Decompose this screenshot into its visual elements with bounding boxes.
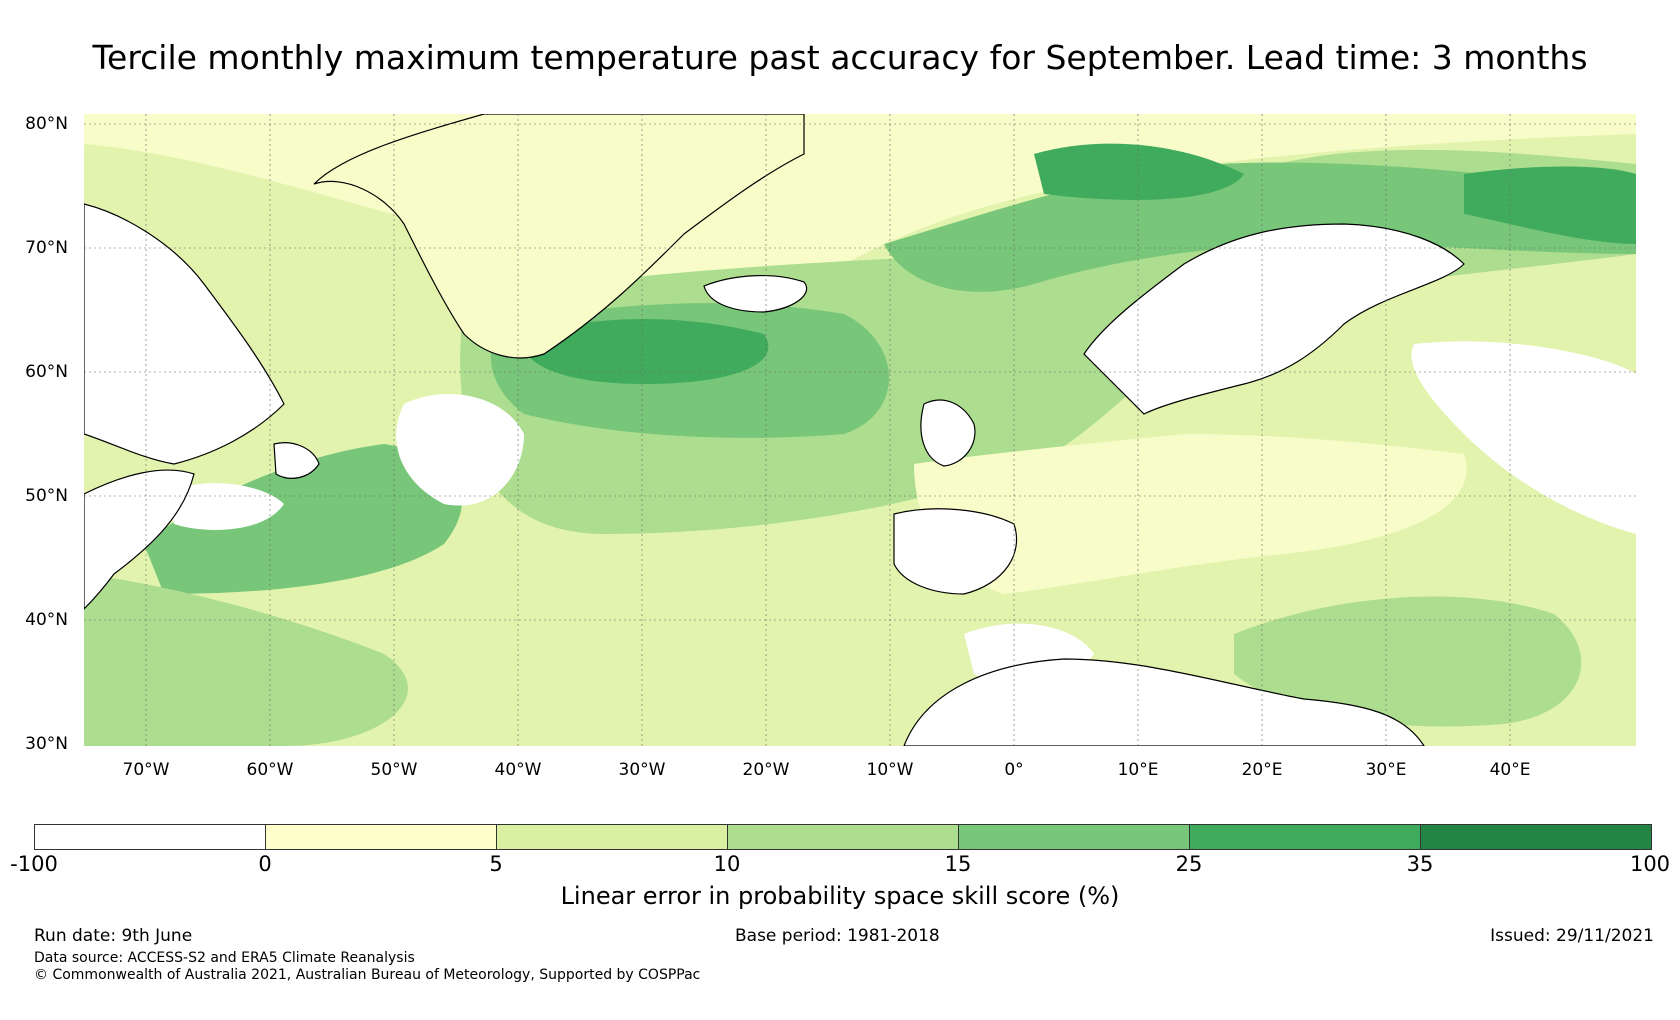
region-skill-negative-lowlat (164, 483, 284, 530)
newfoundland (273, 442, 320, 479)
colorbar-segment (727, 824, 959, 850)
lon-label-70w: 70°W (122, 760, 170, 780)
colorbar-segment (1189, 824, 1421, 850)
colorbar-tick: -100 (10, 852, 58, 876)
lon-label-0: 0° (1004, 760, 1024, 780)
colorbar (34, 824, 1652, 850)
lon-label-30w: 30°W (618, 760, 666, 780)
lon-label-10w: 10°W (866, 760, 914, 780)
colorbar-segment (496, 824, 728, 850)
region-skill-25-35-kara (1464, 166, 1636, 244)
colorbar-label: Linear error in probability space skill … (560, 882, 1120, 910)
region-skill-5-10-southwest (84, 574, 408, 746)
iceland (703, 275, 808, 313)
greenland (313, 114, 805, 359)
region-skill-10-15-newfoundland (144, 444, 462, 594)
colorbar-tick: 5 (489, 852, 503, 876)
colorbar-segment (34, 824, 266, 850)
run-date: Run date: 9th June (34, 926, 193, 946)
lon-label-20w: 20°W (742, 760, 790, 780)
colorbar-tick: 35 (1406, 852, 1434, 876)
map-title: Tercile monthly maximum temperature past… (92, 38, 1588, 77)
issued-date: Issued: 29/11/2021 (1490, 926, 1654, 946)
region-skill-25-35-atlantic (522, 319, 769, 384)
lat-label-30n: 30°N (25, 734, 68, 754)
region-skill-25-35-barents (1034, 143, 1244, 200)
region-skill-10-15-mediterranean (1234, 596, 1582, 727)
colorbar-segment (265, 824, 497, 850)
iberia (893, 508, 1018, 595)
colorbar-tick: 0 (258, 852, 272, 876)
scandinavia (1083, 223, 1465, 415)
skill-regions (84, 114, 1636, 746)
colorbar-tick: 100 (1629, 852, 1671, 876)
colorbar-tick: 15 (944, 852, 972, 876)
lon-label-20e: 20°E (1241, 760, 1283, 780)
skill-map (84, 114, 1636, 746)
north-africa (903, 658, 1425, 746)
region-skill-negative-russia (1411, 341, 1636, 534)
colorbar-segment (1420, 824, 1652, 850)
data-source: Data source: ACCESS-S2 and ERA5 Climate … (34, 950, 415, 966)
colorbar-tick: 25 (1175, 852, 1203, 876)
lon-label-40w: 40°W (494, 760, 542, 780)
lat-label-60n: 60°N (25, 362, 68, 382)
region-skill-negative-atlantic (396, 394, 524, 506)
copyright: © Commonwealth of Australia 2021, Austra… (34, 967, 701, 983)
lat-label-80n: 80°N (25, 114, 68, 134)
british-isles (920, 399, 976, 467)
lon-label-10e: 10°E (1117, 760, 1159, 780)
lon-label-50w: 50°W (370, 760, 418, 780)
graticule (84, 114, 1636, 746)
colorbar-segment (958, 824, 1190, 850)
lat-label-40n: 40°N (25, 610, 68, 630)
colorbar-tick: 10 (713, 852, 741, 876)
map-canvas (84, 114, 1636, 746)
land-masses (84, 114, 1465, 746)
lat-label-70n: 70°N (25, 238, 68, 258)
lon-label-60w: 60°W (246, 760, 294, 780)
lat-label-50n: 50°N (25, 486, 68, 506)
north-america (84, 469, 195, 610)
labrador (84, 203, 285, 465)
lon-label-30e: 30°E (1365, 760, 1407, 780)
region-skill-0-5-europe (914, 434, 1467, 594)
lon-label-40e: 40°E (1489, 760, 1531, 780)
base-period: Base period: 1981-2018 (735, 926, 940, 946)
